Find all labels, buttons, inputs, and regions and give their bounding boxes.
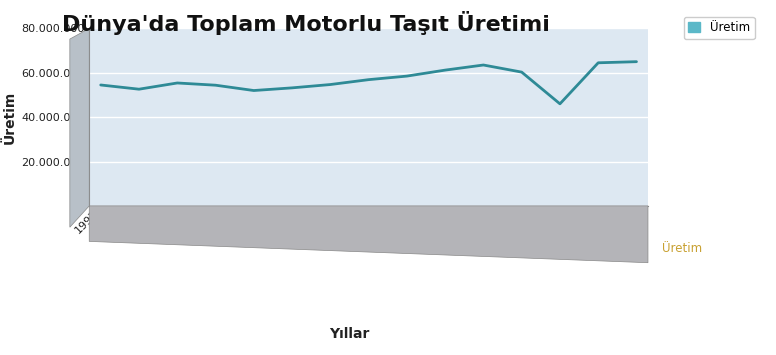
Y-axis label: Üretim: Üretim bbox=[3, 91, 17, 144]
Legend: Üretim: Üretim bbox=[684, 17, 754, 39]
Text: Yıllar: Yıllar bbox=[329, 327, 369, 341]
Text: Üretim: Üretim bbox=[662, 242, 702, 255]
Text: Dünya'da Toplam Motorlu Taşıt Üretimi: Dünya'da Toplam Motorlu Taşıt Üretimi bbox=[62, 11, 550, 35]
